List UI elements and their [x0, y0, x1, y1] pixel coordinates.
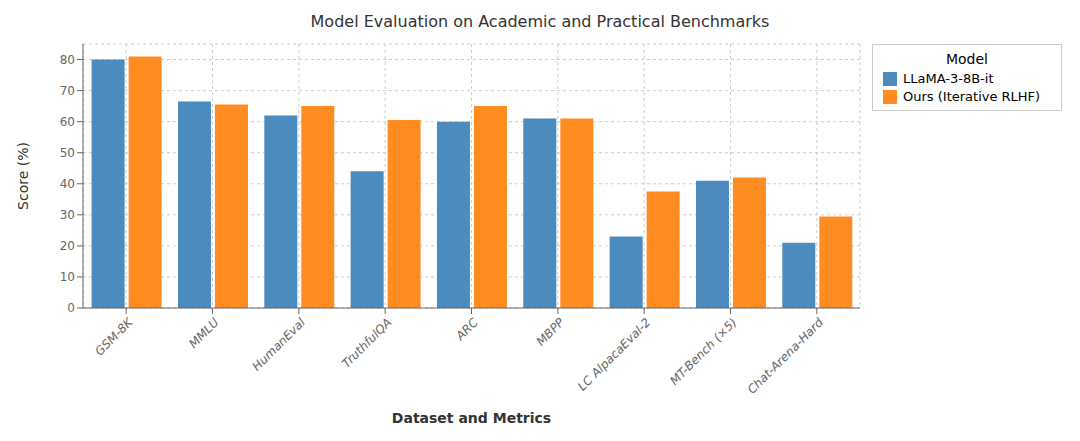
svg-text:MMLU: MMLU — [186, 315, 222, 351]
svg-text:0: 0 — [67, 301, 75, 315]
svg-text:60: 60 — [60, 115, 75, 129]
svg-text:80: 80 — [60, 53, 75, 67]
html-text:Model Evaluation on Academic a: Model Evaluation on Academic and Practic… — [310, 12, 770, 31]
svg-text:70: 70 — [60, 84, 75, 98]
svg-text:HumanEval: HumanEval — [250, 315, 309, 374]
svg-text:20: 20 — [60, 239, 75, 253]
svg-text:Chat-Arena-Hard: Chat-Arena-Hard — [745, 315, 827, 397]
html-text:Ours (Iterative RLHF): Ours (Iterative RLHF) — [903, 89, 1041, 104]
svg-text:MT-Bench (×5): MT-Bench (×5) — [667, 315, 740, 388]
svg-text:40: 40 — [60, 177, 75, 191]
svg-text:MBPP: MBPP — [534, 315, 568, 349]
html-text:LLaMA-3-8B-it: LLaMA-3-8B-it — [903, 71, 994, 86]
svg-text:ARC: ARC — [452, 315, 481, 344]
svg-text:LC AlpacaEval-2: LC AlpacaEval-2 — [575, 315, 653, 393]
svg-text:Score (%): Score (%) — [15, 142, 31, 210]
svg-text:TruthfulQA: TruthfulQA — [339, 315, 394, 370]
svg-text:Dataset and Metrics: Dataset and Metrics — [392, 410, 551, 426]
html-text:Model: Model — [946, 51, 988, 67]
svg-text:50: 50 — [60, 146, 75, 160]
svg-text:10: 10 — [60, 270, 75, 284]
svg-text:30: 30 — [60, 208, 75, 222]
svg-text:GSM-8K: GSM-8K — [92, 314, 136, 358]
